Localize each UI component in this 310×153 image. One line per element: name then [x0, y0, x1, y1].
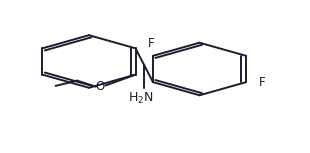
Text: O: O — [95, 80, 105, 93]
Text: H$_2$N: H$_2$N — [128, 91, 154, 106]
Text: F: F — [259, 76, 265, 89]
Text: F: F — [148, 37, 155, 50]
